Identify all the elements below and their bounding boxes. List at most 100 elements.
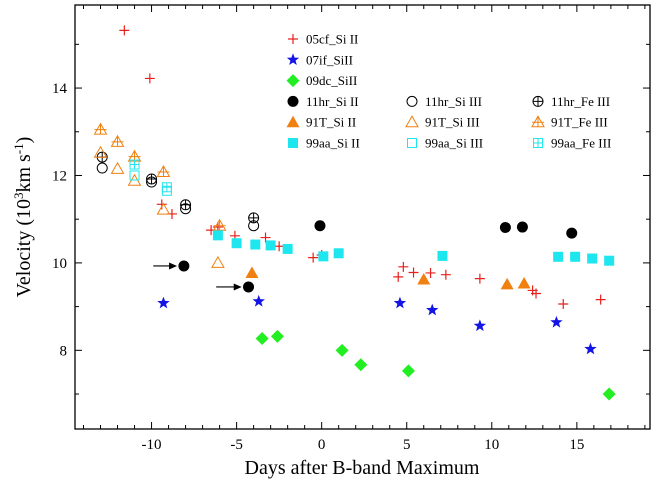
data-point (212, 230, 223, 241)
series-99aa-si-ii (212, 230, 615, 266)
data-point (270, 329, 284, 343)
axis-ticks (75, 5, 650, 429)
data-point (180, 199, 192, 211)
data-point (212, 218, 227, 231)
data-point (333, 248, 344, 259)
data-point (282, 243, 293, 254)
data-point (318, 251, 329, 262)
legend-marker (286, 53, 300, 66)
data-point (426, 303, 439, 316)
data-point (260, 232, 271, 243)
data-point (516, 221, 528, 233)
arrow (216, 283, 242, 291)
legend-marker (286, 74, 300, 88)
legend-marker (287, 95, 299, 107)
legend-label: 09dc_SiII (306, 73, 357, 88)
data-point (250, 239, 261, 250)
y-axis-title: Velocity (103km s-1) (11, 137, 36, 298)
data-point (550, 315, 563, 328)
data-point (587, 253, 598, 264)
data-point (558, 298, 569, 309)
legend-marker (288, 34, 298, 44)
data-point (156, 164, 171, 177)
data-point (245, 266, 259, 278)
x-tick-label: -5 (230, 437, 243, 453)
data-point (474, 273, 485, 284)
data-point (96, 162, 108, 174)
y-tick-label: 10 (52, 256, 67, 272)
data-point (156, 202, 171, 215)
legend: 05cf_Si II 07if_SiII 09dc_SiII 11hr_Si II 11… (286, 32, 611, 151)
data-point (354, 358, 368, 372)
data-point (473, 319, 487, 332)
data-point (437, 250, 448, 261)
data-point (231, 238, 242, 249)
data-points (93, 25, 616, 401)
series-11hr-fe-iii (96, 151, 260, 224)
series-11hr-si-ii (178, 220, 578, 293)
legend-label: 07if_SiII (306, 52, 353, 67)
legend-label: 11hr_Fe III (551, 94, 610, 109)
data-point (243, 281, 255, 293)
data-point (144, 73, 155, 84)
x-tick-label: -10 (142, 437, 162, 453)
data-point (161, 182, 172, 193)
data-point (517, 276, 531, 289)
data-point (93, 145, 108, 158)
plot-frame (74, 4, 651, 430)
tick-labels: -10 -5 0 5 10 15 8 10 12 14 (52, 81, 584, 453)
legend-marker (288, 138, 298, 148)
legend-marker (286, 115, 300, 128)
legend-marker (531, 115, 545, 128)
series-99aa-fe-iii (129, 159, 172, 193)
legend-label: 99aa_Fe III (551, 136, 611, 151)
data-point (398, 261, 409, 272)
data-point (110, 161, 125, 174)
x-tick-label: 15 (569, 437, 584, 453)
series-91t-fe-iii (93, 122, 227, 231)
data-point (393, 296, 407, 309)
series-07if-siii (157, 294, 597, 355)
data-point (401, 364, 415, 378)
legend-marker (406, 95, 418, 107)
data-point (531, 288, 542, 299)
data-point (595, 294, 606, 305)
legend-marker (532, 95, 544, 107)
data-point (417, 273, 431, 285)
legend-marker (533, 138, 543, 148)
data-point (265, 240, 276, 251)
x-tick-label: 10 (484, 437, 499, 453)
data-point (566, 227, 578, 239)
series-91t-si-iii (93, 145, 225, 268)
data-point (308, 252, 319, 263)
series-05cf-si-ii (119, 25, 606, 309)
x-axis-title: Days after B-band Maximum (245, 457, 480, 479)
legend-label: 91T_Si III (425, 115, 480, 130)
data-point (393, 271, 404, 282)
data-point (553, 251, 564, 262)
data-point (570, 251, 581, 262)
data-point (211, 255, 225, 268)
data-point (252, 294, 265, 307)
legend-label: 99aa_Si II (306, 136, 360, 151)
data-point (500, 277, 514, 290)
data-point (248, 212, 260, 224)
legend-label: 11hr_Si III (425, 94, 482, 109)
legend-label: 91T_Si II (306, 115, 356, 130)
arrow (153, 262, 178, 270)
x-tick-label: 5 (403, 437, 411, 453)
data-point (425, 267, 436, 278)
data-point (604, 255, 615, 266)
legend-marker (405, 115, 419, 128)
data-point (119, 25, 130, 36)
series-09dc-siii (255, 329, 616, 401)
data-point (129, 159, 140, 170)
data-point (255, 332, 269, 346)
x-tick-label: 0 (318, 437, 326, 453)
data-point (499, 221, 511, 233)
data-point (314, 220, 326, 232)
legend-label: 99aa_Si III (425, 136, 483, 151)
data-point (178, 260, 190, 272)
data-point (110, 134, 125, 147)
